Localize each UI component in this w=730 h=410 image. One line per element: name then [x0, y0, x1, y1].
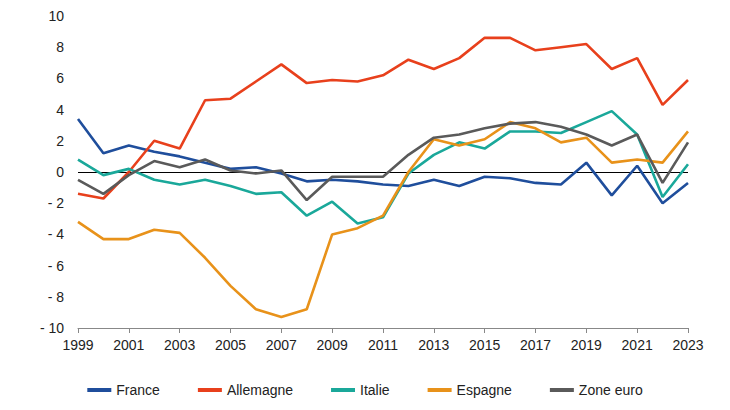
svg-text:2009: 2009 — [317, 337, 348, 353]
svg-text:2013: 2013 — [418, 337, 449, 353]
svg-text:Espagne: Espagne — [457, 382, 512, 398]
svg-text:2021: 2021 — [622, 337, 653, 353]
svg-text:- 10: - 10 — [40, 320, 64, 336]
svg-text:2017: 2017 — [520, 337, 551, 353]
svg-text:2007: 2007 — [266, 337, 297, 353]
svg-text:Italie: Italie — [360, 382, 390, 398]
svg-text:6: 6 — [56, 70, 64, 86]
svg-text:France: France — [116, 382, 160, 398]
svg-text:- 6: - 6 — [48, 258, 65, 274]
svg-text:Zone euro: Zone euro — [579, 382, 643, 398]
svg-text:2019: 2019 — [571, 337, 602, 353]
svg-text:- 2: - 2 — [48, 195, 65, 211]
svg-text:2011: 2011 — [368, 337, 398, 353]
svg-text:0: 0 — [56, 164, 64, 180]
svg-text:2003: 2003 — [164, 337, 195, 353]
svg-text:8: 8 — [56, 39, 64, 55]
svg-text:- 4: - 4 — [48, 226, 65, 242]
svg-text:2023: 2023 — [672, 337, 703, 353]
svg-text:2001: 2001 — [113, 337, 144, 353]
svg-text:4: 4 — [56, 102, 64, 118]
svg-text:1999: 1999 — [62, 337, 93, 353]
svg-text:Allemagne: Allemagne — [227, 382, 293, 398]
svg-text:2005: 2005 — [215, 337, 246, 353]
svg-text:2015: 2015 — [469, 337, 500, 353]
svg-text:2: 2 — [56, 133, 64, 149]
svg-text:10: 10 — [48, 8, 64, 24]
svg-text:- 8: - 8 — [48, 289, 65, 305]
